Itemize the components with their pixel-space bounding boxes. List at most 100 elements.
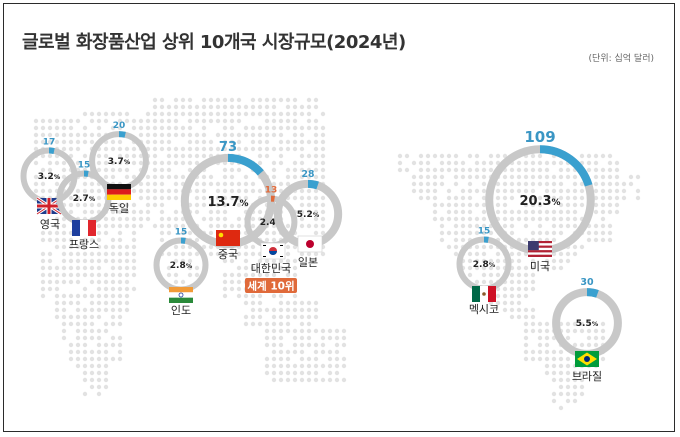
map-dot <box>509 300 515 306</box>
map-dot <box>110 300 116 306</box>
map-dot <box>488 279 494 285</box>
map-dot <box>481 216 487 222</box>
map-dot <box>229 125 235 131</box>
map-dot <box>257 321 263 327</box>
map-dot <box>187 139 193 145</box>
map-dot <box>572 398 578 404</box>
map-dot <box>33 125 39 131</box>
map-dot <box>607 153 613 159</box>
map-dot <box>201 216 207 222</box>
map-dot <box>285 111 291 117</box>
map-dot <box>250 216 256 222</box>
map-dot <box>75 363 81 369</box>
map-dot <box>565 209 571 215</box>
map-dot <box>166 195 172 201</box>
map-dot <box>572 202 578 208</box>
map-dot <box>75 244 81 250</box>
map-dot <box>124 146 130 152</box>
map-dot <box>523 202 529 208</box>
map-dot <box>516 314 522 320</box>
map-dot <box>110 111 116 117</box>
map-dot <box>614 160 620 166</box>
map-dot <box>229 188 235 194</box>
share-percent-label: 3.2% <box>38 172 61 182</box>
map-dot <box>229 181 235 187</box>
map-dot <box>523 279 529 285</box>
map-dot <box>54 237 60 243</box>
map-dot <box>481 174 487 180</box>
map-dot <box>54 118 60 124</box>
map-dot <box>236 118 242 124</box>
map-dot <box>285 300 291 306</box>
map-dot <box>572 377 578 383</box>
map-dot <box>600 335 606 341</box>
map-dot <box>194 146 200 152</box>
map-dot <box>516 300 522 306</box>
map-dot <box>82 202 88 208</box>
map-dot <box>54 160 60 166</box>
map-dot <box>481 209 487 215</box>
map-dot <box>40 230 46 236</box>
map-dot <box>194 153 200 159</box>
map-dot <box>173 272 179 278</box>
map-dot <box>250 181 256 187</box>
map-dot <box>572 174 578 180</box>
map-dot <box>89 321 95 327</box>
map-dot <box>166 104 172 110</box>
map-dot <box>250 132 256 138</box>
map-dot <box>586 167 592 173</box>
map-dot <box>208 209 214 215</box>
map-dot <box>96 286 102 292</box>
map-dot <box>145 174 151 180</box>
map-dot <box>159 125 165 131</box>
map-dot <box>271 125 277 131</box>
map-dot <box>264 153 270 159</box>
map-dot <box>299 363 305 369</box>
map-dot <box>537 223 543 229</box>
map-dot <box>523 272 529 278</box>
map-dot <box>124 167 130 173</box>
map-dot <box>173 174 179 180</box>
map-dot <box>502 209 508 215</box>
map-dot <box>439 181 445 187</box>
map-dot <box>61 125 67 131</box>
map-dot <box>516 181 522 187</box>
map-dot <box>215 132 221 138</box>
map-dot <box>89 356 95 362</box>
map-dot <box>313 314 319 320</box>
map-dot <box>327 370 333 376</box>
map-dot <box>530 286 536 292</box>
map-dot <box>446 230 452 236</box>
map-dot <box>54 139 60 145</box>
map-dot <box>89 349 95 355</box>
map-dot <box>180 174 186 180</box>
map-dot <box>579 328 585 334</box>
country-bubbles: 17 3.2% 영국 15 2.7% 프랑스 20 3.7% 독일 15 2.8% 인도 73 13.7%… <box>20 121 622 383</box>
map-dot <box>180 104 186 110</box>
map-dot <box>229 104 235 110</box>
map-dot <box>201 181 207 187</box>
map-dot <box>607 174 613 180</box>
map-dot <box>600 216 606 222</box>
map-dot <box>103 258 109 264</box>
map-dot <box>537 167 543 173</box>
map-dot <box>292 104 298 110</box>
map-dot <box>425 153 431 159</box>
map-dot <box>320 335 326 341</box>
map-dot <box>460 237 466 243</box>
map-dot <box>117 125 123 131</box>
map-dot <box>523 335 529 341</box>
map-dot <box>264 321 270 327</box>
map-dot <box>166 160 172 166</box>
country-bubble: 20 3.7% 독일 <box>89 121 149 215</box>
map-dot <box>96 356 102 362</box>
map-dot <box>40 251 46 257</box>
map-dot <box>96 335 102 341</box>
map-dot <box>453 160 459 166</box>
map-dot <box>306 300 312 306</box>
map-dot <box>544 188 550 194</box>
map-dot <box>481 195 487 201</box>
map-dot <box>82 258 88 264</box>
map-dot <box>530 160 536 166</box>
map-dot <box>572 209 578 215</box>
